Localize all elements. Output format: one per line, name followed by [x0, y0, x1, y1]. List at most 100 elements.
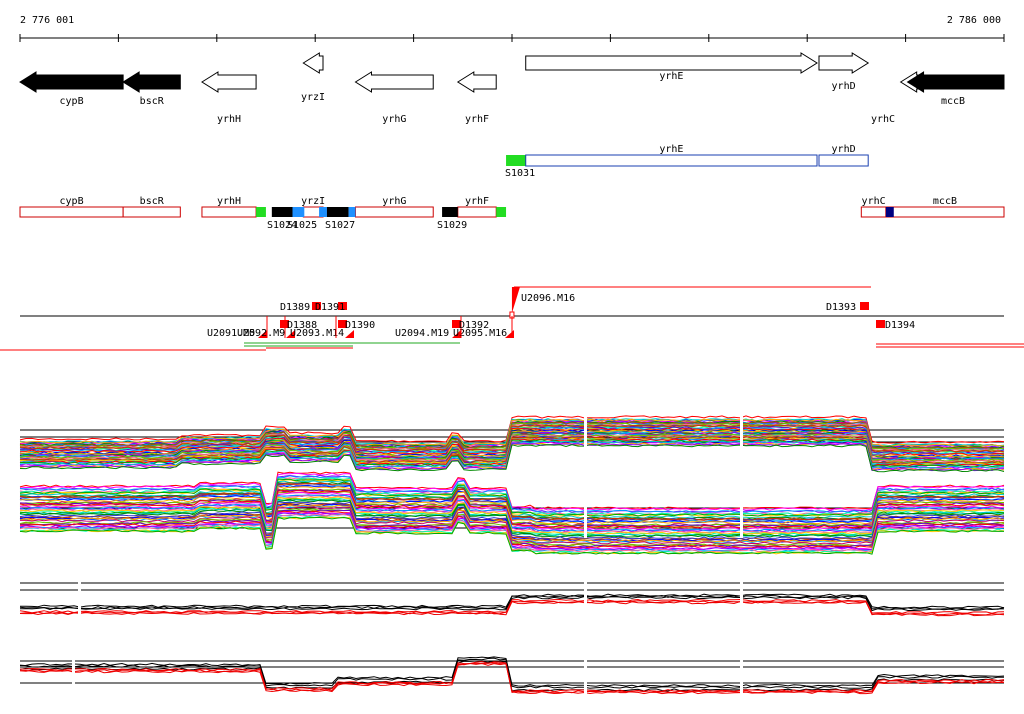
expression-profile-line [19, 506, 1005, 545]
transcript-box-yrhD [818, 154, 869, 167]
expression-profile-line [19, 516, 1004, 555]
operon-box-yrhF [457, 206, 497, 218]
data-gap [740, 405, 743, 465]
operon-label-mccB: mccB [933, 196, 957, 207]
expression-profile-line [19, 501, 1005, 540]
expression-profile-line [19, 490, 1005, 529]
downshift-marker [452, 320, 461, 328]
operon-label-yrzI: yrzI [301, 196, 325, 207]
gene-label-yrhF: yrhF [465, 114, 489, 125]
downshift-marker [312, 302, 321, 310]
operon-label-cypB: cypB [60, 196, 84, 207]
transcript-promoter-box [506, 155, 526, 166]
expression-profile-line [19, 662, 1005, 695]
expression-profile-line [19, 596, 1004, 612]
data-gap [78, 578, 81, 638]
data-gap [584, 478, 587, 538]
operon-box-yrhC [860, 206, 887, 218]
expression-profile-line [19, 436, 1005, 465]
downshift-label: D1394 [885, 320, 915, 331]
gene-label-yrhH: yrhH [217, 114, 241, 125]
transcript-label-yrhD: yrhD [832, 144, 856, 155]
gene-label-yrzI: yrzI [301, 92, 325, 103]
operon-label-yrhC: yrhC [862, 196, 886, 207]
gene-label-yrhC: yrhC [871, 114, 895, 125]
gene-label-yrhD: yrhD [832, 81, 856, 92]
expression-profile-line [19, 442, 1005, 472]
upshift-label: U2091.M5 [207, 328, 255, 339]
downshift-label: D1391 [315, 302, 345, 313]
site-box-navy_site [885, 207, 894, 217]
downshift-marker [876, 320, 885, 328]
upshift-marker [452, 330, 461, 338]
data-gap [740, 650, 743, 710]
downshift-label: D1388 [287, 320, 317, 331]
gene-track: cypB bscR yrhH yrzI yrhG yrhF yrhE yrhD yrhC mccB [19, 52, 1005, 125]
gene-label-yrhG: yrhG [382, 114, 406, 125]
data-gap [740, 478, 743, 538]
expression-panel-3 [19, 578, 1005, 638]
gene-arrow-yrzI [302, 52, 324, 74]
operon-box-yrhG [354, 206, 434, 218]
gene-arrow-yrhH [201, 71, 257, 93]
site-box-blue_site [319, 207, 327, 217]
expression-profile-line [19, 475, 1005, 514]
data-gap [72, 650, 75, 710]
upshift-marker [286, 330, 295, 338]
upshift-label: U2093.M14 [290, 328, 344, 339]
expression-profile-line [19, 600, 1005, 617]
site-box-terminator [442, 207, 458, 217]
gene-arrow-cypB [19, 71, 124, 93]
main-upshift-label: U2096.M16 [521, 293, 575, 304]
expression-panel-2 [19, 471, 1005, 555]
operon-label-bscR: bscR [140, 196, 165, 207]
expression-profile-line [19, 657, 1005, 689]
expression-panel-4 [19, 650, 1005, 710]
expression-profile-line [19, 496, 1005, 535]
downshift-marker [338, 302, 347, 310]
site-box-promoter [256, 207, 266, 217]
gene-arrow-bscR [122, 71, 181, 93]
data-gap [740, 578, 743, 638]
upshift-marker [258, 330, 267, 338]
operon-track: S1024 S1025 S1027 S1029 cypB bscR yrhH yrzI… [19, 196, 1005, 231]
expression-profile-line [19, 439, 1005, 468]
downshift-label: D1390 [345, 320, 375, 331]
expression-profile-line [19, 424, 1005, 453]
ruler-start-label: 2 776 001 [20, 15, 74, 26]
expression-profile-line [19, 491, 1005, 530]
site-box-terminator [271, 207, 293, 217]
gene-label-mccB: mccB [941, 96, 965, 107]
site-box-blue_site [348, 207, 356, 217]
data-gap [584, 578, 587, 638]
operon-box-cypB [19, 206, 124, 218]
expression-profile-line [19, 486, 1005, 525]
site-label-s1027: S1027 [325, 220, 355, 231]
expression-profile-line [19, 429, 1005, 459]
expression-profile-line [19, 421, 1005, 450]
operon-label-yrhH: yrhH [217, 196, 241, 207]
gene-arrow-yrhE [525, 52, 818, 74]
expression-profile-line [19, 598, 1005, 614]
site-box-blue_site [292, 207, 305, 217]
expression-profile-line [19, 478, 1005, 517]
gene-arrow-yrhF [456, 71, 497, 93]
expression-panel-1 [19, 405, 1005, 473]
site-box-terminator [326, 207, 349, 217]
upshift-label: U2095.M16 [453, 328, 507, 339]
downshift-marker [338, 320, 347, 328]
downshift-label: D1392 [459, 320, 489, 331]
coordinate-ruler: 2 776 001 2 786 000 [19, 15, 1005, 42]
expression-profile-line [19, 494, 1005, 532]
gene-arrow-mccB [906, 71, 1005, 93]
gene-label-bscR: bscR [140, 96, 165, 107]
data-gap [584, 405, 587, 465]
upshift-marker [345, 330, 354, 338]
operon-box-mccB [885, 206, 1005, 218]
gene-arrow-yrhG [354, 71, 434, 93]
upshift-label: U2092.M9 [237, 328, 285, 339]
downshift-marker [860, 302, 869, 310]
ruler-end-label: 2 786 000 [947, 15, 1001, 26]
